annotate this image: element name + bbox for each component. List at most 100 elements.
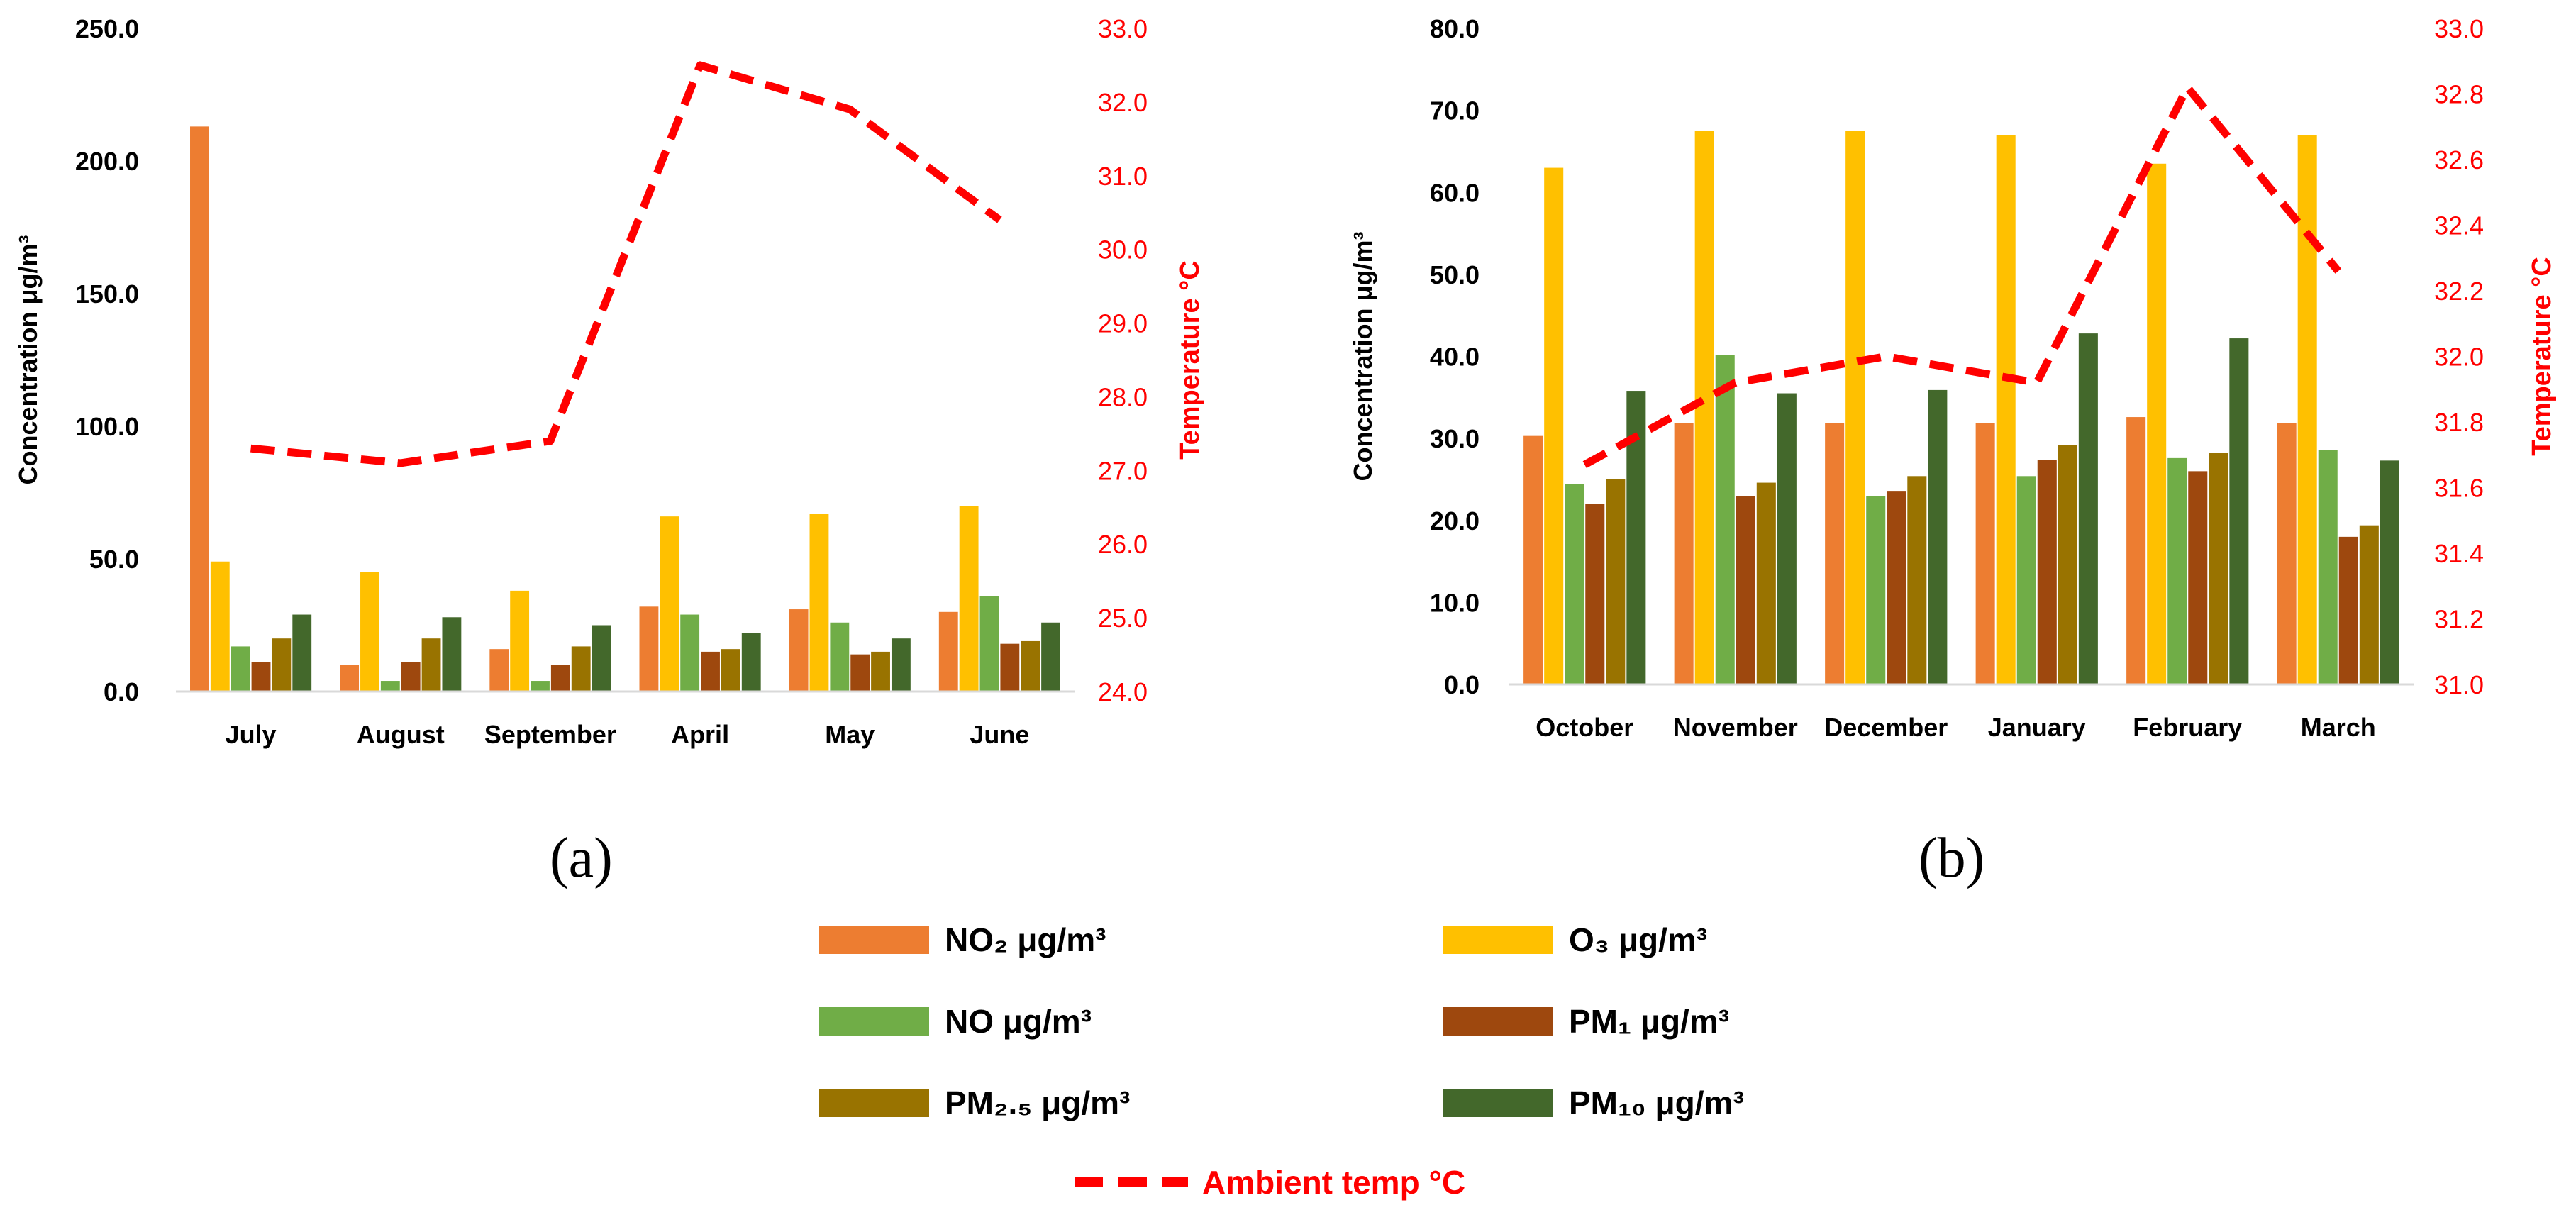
a-y2-tick-1: 25.0	[1098, 604, 1148, 633]
legend-item-pm10: PM₁₀ μg/m³	[1443, 1078, 1744, 1128]
b-bar-pm1-5	[2338, 536, 2358, 684]
legend-swatch-pm1	[1443, 1007, 1553, 1036]
b-bar-pm2_5-0	[1606, 479, 1626, 684]
legend-swatch-no	[819, 1007, 929, 1036]
b-y2-tick-1: 31.2	[2434, 605, 2484, 634]
b-bar-o3-4	[2147, 163, 2167, 684]
b-bar-o3-2	[1845, 131, 1865, 684]
b-y2-tick-5: 32.0	[2434, 343, 2484, 372]
b-y-tick-8: 80.0	[1430, 14, 1479, 43]
b-y-tick-4: 40.0	[1430, 343, 1479, 372]
b-bar-no2-4	[2126, 417, 2146, 684]
a-bar-o3-3	[660, 516, 679, 692]
a-bar-pm10-4	[891, 638, 911, 692]
a-y2-tick-2: 26.0	[1098, 530, 1148, 559]
a-bar-o3-4	[809, 514, 829, 692]
a-bar-pm2_5-0	[272, 638, 292, 692]
b-bar-pm10-5	[2380, 460, 2399, 684]
a-y-tick-1: 50.0	[89, 545, 139, 574]
chart-b: 0.0 10.0 20.0 30.0 40.0 50.0 60.0 70.0 80.0 31.0 3…	[1348, 14, 2557, 742]
a-bar-pm2_5-5	[1021, 640, 1040, 692]
b-bar-pm10-3	[2078, 333, 2098, 684]
b-bar-pm1-2	[1887, 491, 1906, 684]
legend-label-temp: Ambient temp °C	[1202, 1164, 1466, 1201]
b-y-tick-3: 30.0	[1430, 424, 1479, 453]
b-bar-pm1-0	[1585, 504, 1605, 684]
b-y-axis-label: Concentration μg/m³	[1348, 231, 1377, 481]
a-bar-no-3	[680, 614, 700, 692]
a-bar-no-2	[531, 681, 550, 692]
b-bar-no2-3	[1975, 423, 1995, 684]
b-x-tick-5: March	[2301, 713, 2376, 742]
b-bar-pm1-1	[1736, 496, 1755, 684]
b-bar-o3-1	[1694, 131, 1714, 684]
a-bar-pm10-0	[292, 614, 312, 692]
b-y-tick-0: 0.0	[1444, 670, 1479, 699]
a-bar-pm2_5-3	[721, 649, 740, 692]
b-bar-pm2_5-3	[2058, 445, 2077, 684]
b-y2-tick-0: 31.0	[2434, 670, 2484, 699]
a-bar-no2-4	[789, 609, 809, 692]
legend-swatch-pm10	[1443, 1089, 1553, 1117]
b-x-tick-2: December	[1824, 713, 1948, 742]
a-bar-no-4	[830, 622, 850, 692]
b-bar-o3-3	[1996, 135, 2016, 684]
b-bar-pm2_5-4	[2209, 453, 2228, 684]
a-bar-pm10-3	[741, 633, 761, 692]
b-y2-tick-9: 32.8	[2434, 80, 2484, 109]
b-x-tick-0: October	[1536, 713, 1633, 742]
b-y2-axis-label: Temperature °C	[2527, 257, 2557, 456]
a-bar-no2-5	[938, 611, 958, 692]
a-y-tick-3: 150.0	[75, 279, 139, 309]
b-bar-no-1	[1715, 355, 1735, 684]
b-y2-tick-3: 31.6	[2434, 474, 2484, 503]
legend-item-o3: O₃ μg/m³	[1443, 915, 1707, 965]
b-temp-line	[1582, 83, 2342, 468]
b-bar-no2-0	[1523, 435, 1543, 684]
a-y-tick-0: 0.0	[104, 677, 139, 706]
b-bar-no2-5	[2277, 423, 2297, 684]
a-y2-tick-8: 32.0	[1098, 88, 1148, 117]
b-y2-tick-8: 32.6	[2434, 145, 2484, 174]
a-temp-line	[250, 61, 1002, 467]
b-y-tick-1: 10.0	[1430, 588, 1479, 617]
b-y-tick-7: 70.0	[1430, 96, 1479, 126]
b-bar-no-0	[1565, 484, 1584, 684]
b-bar-pm10-4	[2229, 338, 2249, 684]
a-y2-tick-6: 30.0	[1098, 235, 1148, 265]
b-bar-no2-2	[1825, 423, 1845, 684]
b-y2-tick-10: 33.0	[2434, 14, 2484, 43]
a-bar-no2-0	[190, 126, 209, 692]
a-bar-o3-0	[210, 561, 230, 692]
panel-label-a: (a)	[550, 827, 613, 889]
legend-item-pm1: PM₁ μg/m³	[1443, 997, 1729, 1046]
a-y-tick-2: 100.0	[75, 412, 139, 441]
b-bar-pm2_5-2	[1907, 476, 1927, 684]
b-bar-no-5	[2318, 450, 2338, 684]
a-bar-pm1-3	[701, 651, 720, 692]
b-y-tick-2: 20.0	[1430, 506, 1479, 535]
b-x-tick-3: January	[1988, 713, 2086, 742]
b-y2-tick-6: 32.2	[2434, 277, 2484, 306]
b-bar-no2-1	[1674, 423, 1694, 684]
b-bar-no-4	[2167, 457, 2187, 684]
a-y2-tick-4: 28.0	[1098, 382, 1148, 411]
chart-a: 0.0 50.0 100.0 150.0 200.0 250.0 24.0 25.0 26.0 2…	[13, 14, 1205, 749]
b-bar-pm2_5-5	[2359, 525, 2379, 684]
a-bar-pm1-4	[850, 654, 870, 692]
a-bar-pm1-0	[251, 662, 271, 692]
b-y2-tick-2: 31.4	[2434, 539, 2484, 568]
b-y2-tick-7: 32.4	[2434, 211, 2484, 240]
b-bar-o3-0	[1544, 167, 1564, 684]
a-bar-pm10-2	[592, 625, 611, 692]
legend-label-pm1: PM₁ μg/m³	[1569, 1003, 1730, 1040]
a-y2-tick-3: 27.0	[1098, 456, 1148, 485]
legend-label-pm25: PM₂.₅ μg/m³	[945, 1084, 1131, 1121]
a-y-tick-5: 250.0	[75, 14, 139, 43]
a-bar-no-5	[979, 596, 999, 692]
b-bar-no-3	[2016, 476, 2036, 684]
b-x-tick-4: February	[2133, 713, 2242, 742]
b-bar-pm2_5-1	[1756, 482, 1776, 684]
legend-swatch-pm25	[819, 1089, 929, 1117]
a-bar-no-1	[380, 681, 400, 692]
